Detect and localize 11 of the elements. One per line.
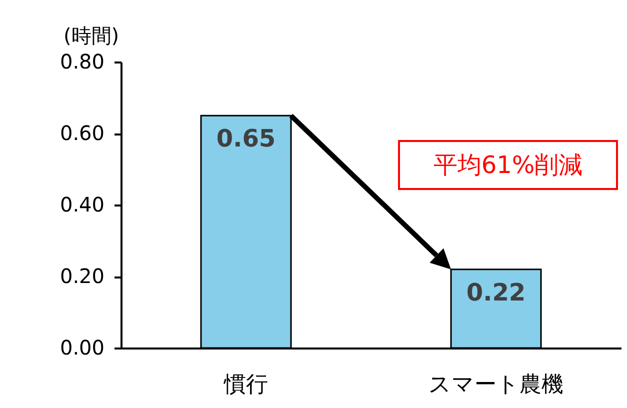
y-tick-label: 0.00	[60, 336, 104, 360]
y-tick-label: 0.20	[60, 264, 104, 288]
y-tick-label: 0.60	[60, 121, 104, 145]
y-axis-title: (時間)	[64, 24, 120, 48]
x-tick-label: 慣行	[223, 372, 268, 398]
x-tick-label: スマート農機	[428, 372, 564, 398]
data-label: 0.65	[216, 124, 276, 153]
y-tick-label: 0.40	[60, 192, 104, 216]
annotation: 平均61%削減	[398, 140, 618, 190]
y-tick-label: 0.80	[60, 50, 104, 74]
data-label: 0.22	[466, 278, 526, 306]
